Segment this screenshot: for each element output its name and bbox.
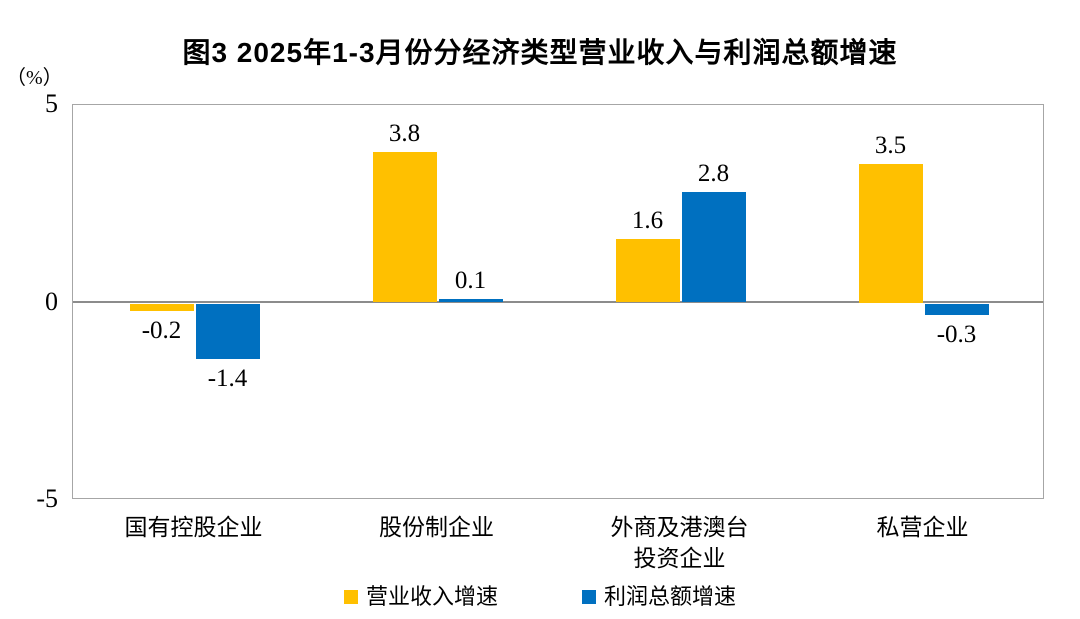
legend-swatch-icon xyxy=(343,590,358,604)
bar-series1-cat3 xyxy=(615,239,680,303)
bar-value-label: 3.5 xyxy=(874,132,907,160)
bar-series2-cat3 xyxy=(681,191,746,303)
bar-value-label: -1.4 xyxy=(207,364,248,392)
y-tick-label: 5 xyxy=(45,89,58,118)
x-category-label: 外商及港澳台 投资企业 xyxy=(610,515,749,571)
legend-swatch-icon xyxy=(582,590,596,604)
plot-area: -0.2 -1.4 3.8 0.1 1.6 2.8 3.5 -0.3 xyxy=(72,104,1044,499)
zero-gridline xyxy=(73,300,1043,303)
y-tick-label: -5 xyxy=(36,484,58,513)
bar-value-label: 2.8 xyxy=(697,159,730,187)
legend-item: 营业收入增速 xyxy=(343,584,498,610)
legend: 营业收入增速 利润总额增速 xyxy=(0,584,1080,610)
bar-value-label: -0.3 xyxy=(936,321,977,349)
bar-series1-cat2 xyxy=(372,152,437,303)
bar-value-label: 0.1 xyxy=(454,266,487,294)
bar-value-label: 3.8 xyxy=(388,120,421,148)
bar-series1-cat1 xyxy=(129,303,194,312)
bar-series2-cat4 xyxy=(924,303,989,316)
x-category-label: 股份制企业 xyxy=(379,515,494,540)
legend-item: 利润总额增速 xyxy=(582,584,736,610)
legend-label: 营业收入增速 xyxy=(365,584,498,609)
x-category-label: 国有控股企业 xyxy=(124,515,263,540)
bar-value-label: 1.6 xyxy=(631,207,664,235)
chart-title: 图3 2025年1-3月份分经济类型营业收入与利润总额增速 xyxy=(182,37,898,68)
y-axis-unit-label: （%） xyxy=(6,67,63,89)
legend-label: 利润总额增速 xyxy=(604,584,737,609)
y-tick-label: 0 xyxy=(45,286,58,316)
bar-series1-cat4 xyxy=(858,164,923,303)
x-category-label: 私营企业 xyxy=(876,515,969,540)
bar-series2-cat2 xyxy=(438,298,503,303)
bar-value-label: -0.2 xyxy=(141,317,182,345)
bar-series2-cat1 xyxy=(195,303,260,359)
